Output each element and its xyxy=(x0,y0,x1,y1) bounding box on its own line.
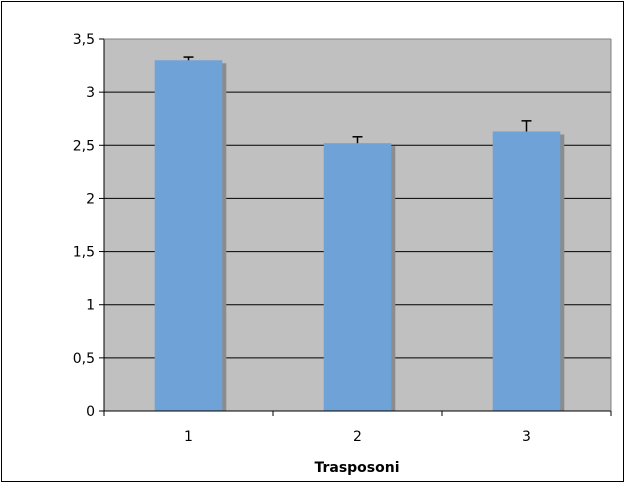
y-tick-label: 3,5 xyxy=(73,32,95,48)
x-tick-label: 2 xyxy=(353,429,362,445)
y-tick-label: 0,5 xyxy=(73,351,95,367)
axes xyxy=(99,38,612,416)
x-axis-title: Trasposoni xyxy=(314,460,399,476)
y-tick-label: 2,5 xyxy=(73,138,95,154)
y-tick-label: 2 xyxy=(86,191,95,207)
bars xyxy=(154,60,565,411)
bar xyxy=(492,131,561,411)
y-tick-label: 1,5 xyxy=(73,245,95,261)
bar xyxy=(154,60,223,411)
bar xyxy=(323,143,392,411)
y-tick-label: 1 xyxy=(86,298,95,314)
x-tick-labels: 1 2 3 xyxy=(184,429,531,445)
x-tick-label: 3 xyxy=(522,429,531,445)
y-tick-label: 3 xyxy=(86,85,95,101)
y-tick-labels: 0 0,5 1 1,5 2 2,5 3 3,5 xyxy=(73,32,95,420)
x-tick-label: 1 xyxy=(184,429,193,445)
y-tick-label: 0 xyxy=(86,404,95,420)
error-bars xyxy=(183,56,532,144)
